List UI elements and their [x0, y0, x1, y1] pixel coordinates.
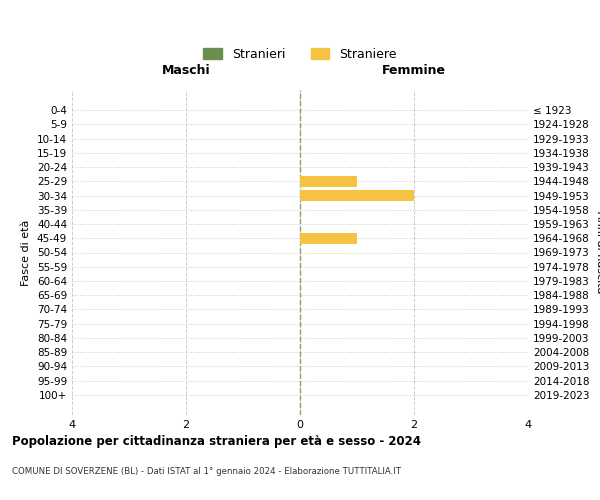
Y-axis label: Fasce di età: Fasce di età — [22, 220, 31, 286]
Bar — [300, 233, 357, 243]
Text: Femmine: Femmine — [382, 64, 446, 77]
Legend: Stranieri, Straniere: Stranieri, Straniere — [203, 48, 397, 60]
Y-axis label: Anni di nascita: Anni di nascita — [595, 211, 600, 294]
Text: COMUNE DI SOVERZENE (BL) - Dati ISTAT al 1° gennaio 2024 - Elaborazione TUTTITAL: COMUNE DI SOVERZENE (BL) - Dati ISTAT al… — [12, 468, 401, 476]
Text: Popolazione per cittadinanza straniera per età e sesso - 2024: Popolazione per cittadinanza straniera p… — [12, 435, 421, 448]
Text: Maschi: Maschi — [161, 64, 211, 77]
Bar — [300, 176, 357, 186]
Bar — [300, 190, 414, 201]
